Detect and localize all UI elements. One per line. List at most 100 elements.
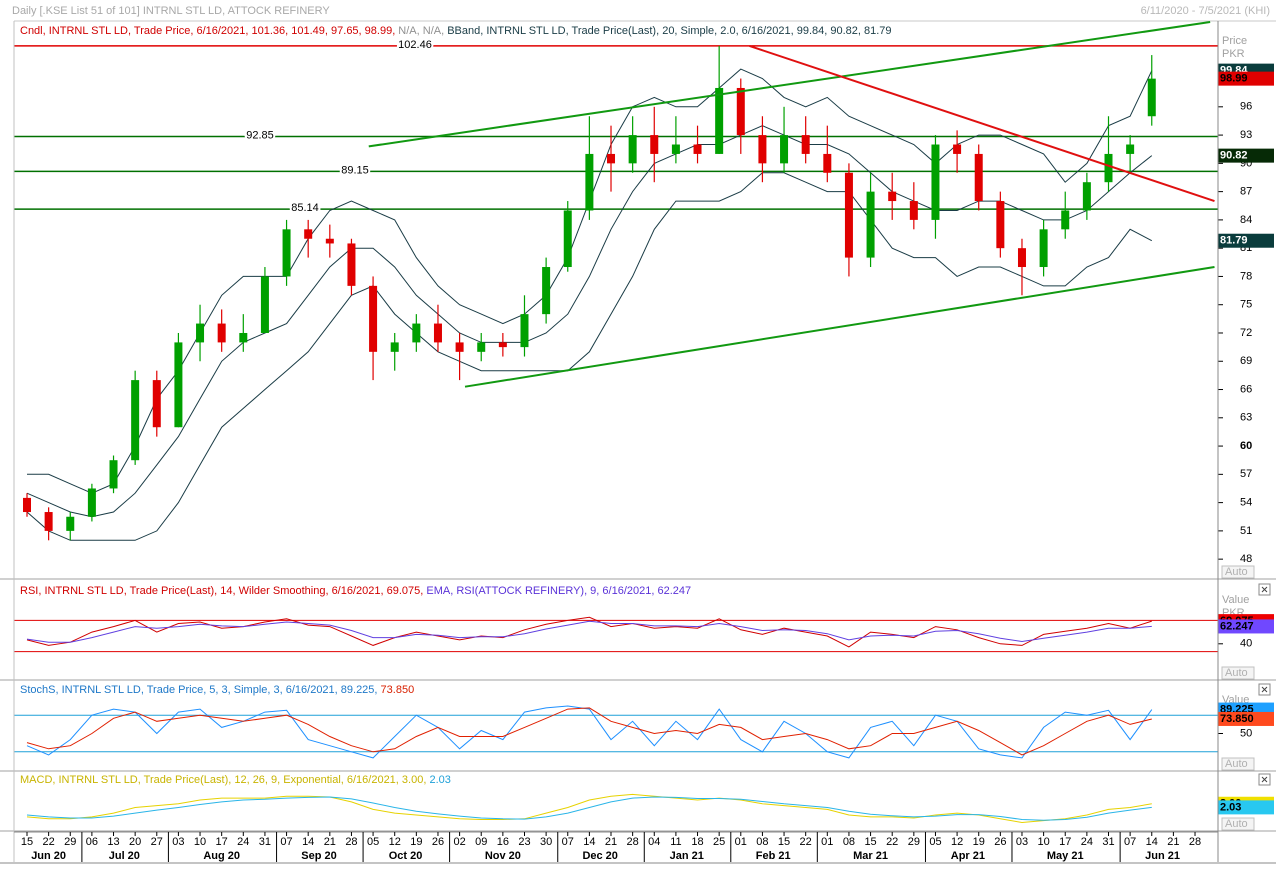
date-range: 6/11/2020 - 7/5/2021 (KHI) — [1141, 5, 1270, 17]
header-part: MACD, INTRNL STL LD, Trade Price(Last), … — [20, 774, 426, 786]
x-tick-label: 19 — [410, 836, 422, 848]
header-part: EMA, RSI(ATTOCK REFINERY), 9, 6/16/2021,… — [423, 585, 691, 597]
x-tick-label: 28 — [627, 836, 639, 848]
panel-header: MACD, INTRNL STL LD, Trade Price(Last), … — [20, 774, 451, 786]
month-label: Jun 20 — [31, 850, 66, 862]
candle-body — [1126, 144, 1135, 154]
y-tick-label: 66 — [1240, 383, 1252, 395]
y-tick-label: 72 — [1240, 327, 1252, 339]
x-tick-label: 04 — [648, 836, 660, 848]
month-label: Nov 20 — [485, 850, 521, 862]
candle-body — [866, 191, 875, 258]
candle-body — [974, 153, 983, 202]
candle-body — [433, 323, 442, 343]
month-label: Jun 21 — [1145, 850, 1180, 862]
x-tick-label: 07 — [1124, 836, 1136, 848]
y-tick-label: 96 — [1240, 101, 1252, 113]
last-value-box — [1218, 71, 1274, 86]
candle-body — [1017, 248, 1026, 268]
x-tick-label: 14 — [583, 836, 595, 848]
x-tick-label: 02 — [453, 836, 465, 848]
candle-body — [693, 144, 702, 154]
x-tick-label: 08 — [756, 836, 768, 848]
indicator-line — [26, 707, 1152, 756]
panel-header: Cndl, INTRNL STL LD, Trade Price, 6/16/2… — [20, 25, 892, 37]
month-label: Apr 21 — [951, 850, 985, 862]
x-tick-label: 22 — [800, 836, 812, 848]
last-value-box — [1218, 233, 1274, 248]
header-part: RSI, INTRNL STL LD, Trade Price(Last), 1… — [20, 585, 423, 597]
x-tick-label: 29 — [908, 836, 920, 848]
auto-button[interactable] — [1221, 565, 1255, 579]
header-part: BBand, INTRNL STL LD, Trade Price(Last),… — [444, 25, 891, 37]
axis-label: Price — [1222, 35, 1247, 47]
candle-body — [1104, 153, 1113, 183]
candle-body — [152, 380, 161, 428]
window-title: Daily [.KSE List 51 of 101] INTRNL STL L… — [12, 5, 330, 17]
x-tick-label: 07 — [562, 836, 574, 848]
candle-body — [671, 144, 680, 154]
x-tick-label: 26 — [432, 836, 444, 848]
candle-body — [455, 342, 464, 352]
indicator-line — [26, 793, 1152, 824]
auto-button[interactable] — [1221, 757, 1255, 771]
candle-body — [931, 144, 940, 220]
x-tick-label: 27 — [151, 836, 163, 848]
bollinger-band — [26, 125, 1153, 518]
x-tick-label: 22 — [886, 836, 898, 848]
x-tick-label: 03 — [172, 836, 184, 848]
x-tick-label: 25 — [713, 836, 725, 848]
x-tick-label: 23 — [518, 836, 530, 848]
candle-body — [347, 243, 356, 286]
x-tick-label: 17 — [216, 836, 228, 848]
header-part: 73.850 — [377, 684, 414, 696]
x-tick-label: 16 — [497, 836, 509, 848]
candle-body — [390, 342, 399, 352]
candle-body — [498, 342, 507, 348]
y-tick-label: 63 — [1240, 412, 1252, 424]
candle-body — [217, 323, 226, 343]
x-tick-label: 26 — [994, 836, 1006, 848]
last-value-box — [1218, 800, 1274, 815]
y-tick-label: 78 — [1240, 270, 1252, 282]
candle-body — [174, 342, 183, 428]
x-tick-label: 07 — [280, 836, 292, 848]
candle-body — [888, 191, 897, 202]
candle-body — [325, 238, 334, 244]
candle-body — [715, 87, 724, 154]
candle-body — [844, 172, 853, 258]
last-value-label: 2.03 — [1220, 801, 1241, 813]
candle-body — [260, 276, 269, 333]
candle-body — [369, 285, 378, 352]
candle-body — [563, 210, 572, 268]
y-tick-label: 40 — [1240, 638, 1252, 650]
auto-label: Auto — [1225, 566, 1248, 578]
trendline — [368, 21, 1211, 148]
candle-body — [196, 323, 205, 343]
month-label: Feb 21 — [756, 850, 791, 862]
month-label: Jul 20 — [109, 850, 140, 862]
candle-body — [628, 135, 637, 164]
candle-body — [542, 267, 551, 315]
candle-body — [109, 460, 118, 489]
header-part: N/A, N/A, — [395, 25, 444, 37]
candle-body — [520, 314, 529, 348]
x-tick-label: 15 — [864, 836, 876, 848]
month-label: Aug 20 — [203, 850, 240, 862]
x-tick-label: 09 — [475, 836, 487, 848]
candle-body — [282, 229, 291, 277]
header-part: StochS, INTRNL STL LD, Trade Price, 5, 3… — [20, 684, 377, 696]
y-tick-label: 57 — [1240, 468, 1252, 480]
auto-label: Auto — [1225, 818, 1248, 830]
x-tick-label: 10 — [194, 836, 206, 848]
level-label: 102.46 — [398, 39, 432, 51]
y-tick-label: 51 — [1240, 525, 1252, 537]
candle-body — [304, 229, 313, 239]
month-label: Mar 21 — [853, 850, 888, 862]
auto-button[interactable] — [1221, 666, 1255, 680]
candle-body — [909, 201, 918, 220]
candle-body — [1039, 229, 1048, 268]
candle-body — [780, 135, 789, 164]
auto-button[interactable] — [1221, 817, 1255, 831]
x-tick-label: 21 — [1167, 836, 1179, 848]
